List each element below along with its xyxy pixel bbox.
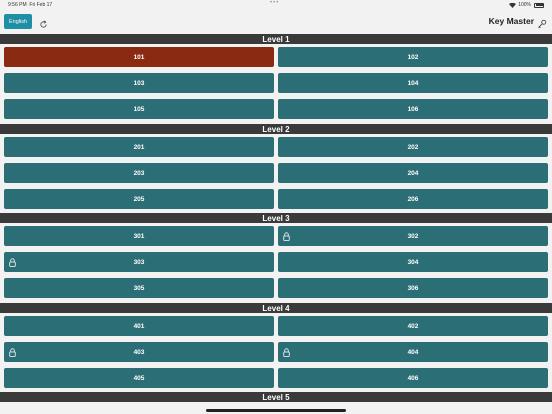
nav-bar: English Key Master [0,10,552,34]
status-right: 100% [509,2,544,8]
room-button-203[interactable]: 203 [4,163,274,183]
room-button-206[interactable]: 206 [278,189,548,209]
room-number: 206 [407,195,419,203]
room-button-102[interactable]: 102 [278,47,548,67]
level-header: Level 3 [0,213,552,223]
lock-icon [283,232,290,241]
room-number: 204 [407,169,419,177]
app-title: Key Master [488,16,534,26]
room-number: 404 [407,348,419,356]
room-button-405[interactable]: 405 [4,368,274,388]
status-bar: 9:56 PM Fri Feb 17 ••• 100% [0,0,552,10]
room-number: 304 [407,258,419,266]
room-number: 202 [407,143,419,151]
room-button-205[interactable]: 205 [4,189,274,209]
key-icon[interactable] [537,16,547,29]
wifi-icon [509,2,517,8]
battery-percent: 100% [518,2,531,8]
battery-icon [534,2,544,8]
level-header: Level 4 [0,303,552,313]
room-number: 305 [133,284,145,292]
room-button-106[interactable]: 106 [278,99,548,119]
room-button-202[interactable]: 202 [278,137,548,157]
room-button-104[interactable]: 104 [278,73,548,93]
level-header: Level 2 [0,124,552,134]
room-button-303[interactable]: 303 [4,252,274,272]
home-indicator [206,409,346,412]
room-button-401[interactable]: 401 [4,316,274,336]
language-button[interactable]: English [4,14,32,29]
room-button-101[interactable]: 101 [4,47,274,67]
room-number: 101 [133,53,145,61]
room-number: 303 [133,258,145,266]
lock-icon [9,348,16,357]
room-number: 402 [407,322,419,330]
room-button-105[interactable]: 105 [4,99,274,119]
room-button-402[interactable]: 402 [278,316,548,336]
room-button-406[interactable]: 406 [278,368,548,388]
room-number: 105 [133,105,145,113]
room-button-404[interactable]: 404 [278,342,548,362]
room-button-301[interactable]: 301 [4,226,274,246]
room-button-204[interactable]: 204 [278,163,548,183]
room-number: 403 [133,348,145,356]
lock-icon [9,258,16,267]
room-button-306[interactable]: 306 [278,278,548,298]
room-number: 205 [133,195,145,203]
room-number: 106 [407,105,419,113]
room-button-304[interactable]: 304 [278,252,548,272]
status-time-text: 9:56 PM [8,2,27,8]
room-number: 405 [133,374,145,382]
room-number: 104 [407,79,419,87]
level-header: Level 5 [0,392,552,402]
room-number: 301 [133,232,145,240]
room-number: 102 [407,53,419,61]
lock-icon [283,348,290,357]
room-number: 203 [133,169,145,177]
status-date-text: Fri Feb 17 [29,2,53,8]
room-button-302[interactable]: 302 [278,226,548,246]
multitasking-dots-icon[interactable]: ••• [270,0,280,6]
refresh-icon[interactable] [39,16,48,28]
room-button-403[interactable]: 403 [4,342,274,362]
room-button-305[interactable]: 305 [4,278,274,298]
room-button-103[interactable]: 103 [4,73,274,93]
room-number: 306 [407,284,419,292]
room-number: 201 [133,143,145,151]
room-number: 302 [407,232,419,240]
level-header: Level 1 [0,34,552,44]
room-number: 103 [133,79,145,87]
room-button-201[interactable]: 201 [4,137,274,157]
status-time: 9:56 PM Fri Feb 17 [8,2,52,8]
room-number: 406 [407,374,419,382]
room-number: 401 [133,322,145,330]
